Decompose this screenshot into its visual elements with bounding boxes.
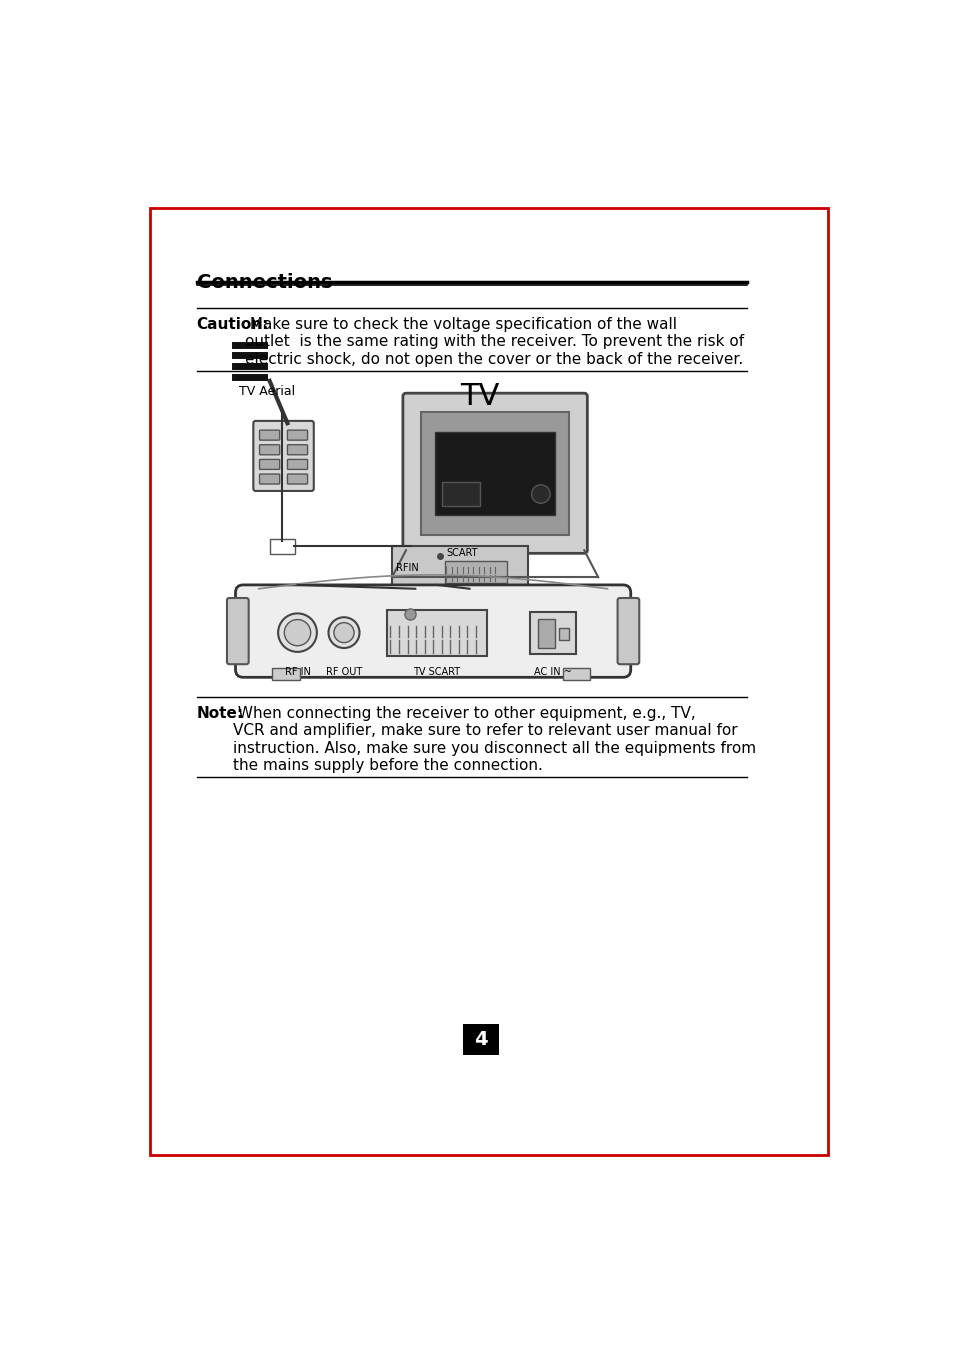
Bar — [435, 432, 555, 515]
Circle shape — [328, 617, 359, 648]
Circle shape — [531, 484, 550, 503]
Bar — [272, 668, 299, 681]
Bar — [558, 628, 568, 640]
Text: RF IN: RF IN — [284, 667, 310, 678]
Text: RFIN: RFIN — [395, 564, 418, 573]
Text: AC IN ~: AC IN ~ — [534, 667, 572, 678]
FancyBboxPatch shape — [259, 460, 279, 469]
Circle shape — [284, 620, 311, 646]
FancyBboxPatch shape — [287, 473, 307, 484]
Text: Note:: Note: — [196, 706, 244, 721]
FancyBboxPatch shape — [259, 445, 279, 455]
Bar — [463, 1024, 498, 1054]
FancyBboxPatch shape — [617, 599, 639, 664]
Bar — [386, 609, 487, 656]
FancyBboxPatch shape — [253, 421, 314, 491]
Text: Make sure to check the voltage specification of the wall
outlet  is the same rat: Make sure to check the voltage specifica… — [245, 317, 743, 367]
Text: RF OUT: RF OUT — [326, 667, 362, 678]
Text: 4: 4 — [474, 1030, 488, 1049]
Text: Caution:: Caution: — [196, 317, 269, 332]
Text: TV: TV — [459, 382, 499, 412]
Text: When connecting the receiver to other equipment, e.g., TV,
VCR and amplifier, ma: When connecting the receiver to other eq… — [233, 706, 756, 773]
FancyBboxPatch shape — [287, 445, 307, 455]
FancyBboxPatch shape — [287, 430, 307, 440]
Bar — [562, 668, 590, 681]
FancyBboxPatch shape — [259, 430, 279, 440]
Text: SCART: SCART — [446, 547, 477, 558]
FancyBboxPatch shape — [287, 460, 307, 469]
FancyBboxPatch shape — [259, 473, 279, 484]
Text: TV SCART: TV SCART — [413, 667, 460, 678]
Text: TV Aerial: TV Aerial — [239, 385, 295, 398]
Circle shape — [334, 623, 354, 643]
Bar — [537, 619, 555, 648]
Bar — [444, 561, 506, 582]
FancyBboxPatch shape — [235, 585, 630, 678]
Circle shape — [278, 613, 316, 652]
Bar — [392, 546, 527, 589]
Bar — [385, 589, 534, 603]
Bar — [441, 483, 480, 506]
Text: Connections: Connections — [196, 273, 332, 292]
Bar — [530, 612, 576, 654]
FancyBboxPatch shape — [402, 393, 587, 553]
Bar — [270, 539, 294, 554]
FancyBboxPatch shape — [227, 599, 249, 664]
Bar — [421, 412, 568, 535]
